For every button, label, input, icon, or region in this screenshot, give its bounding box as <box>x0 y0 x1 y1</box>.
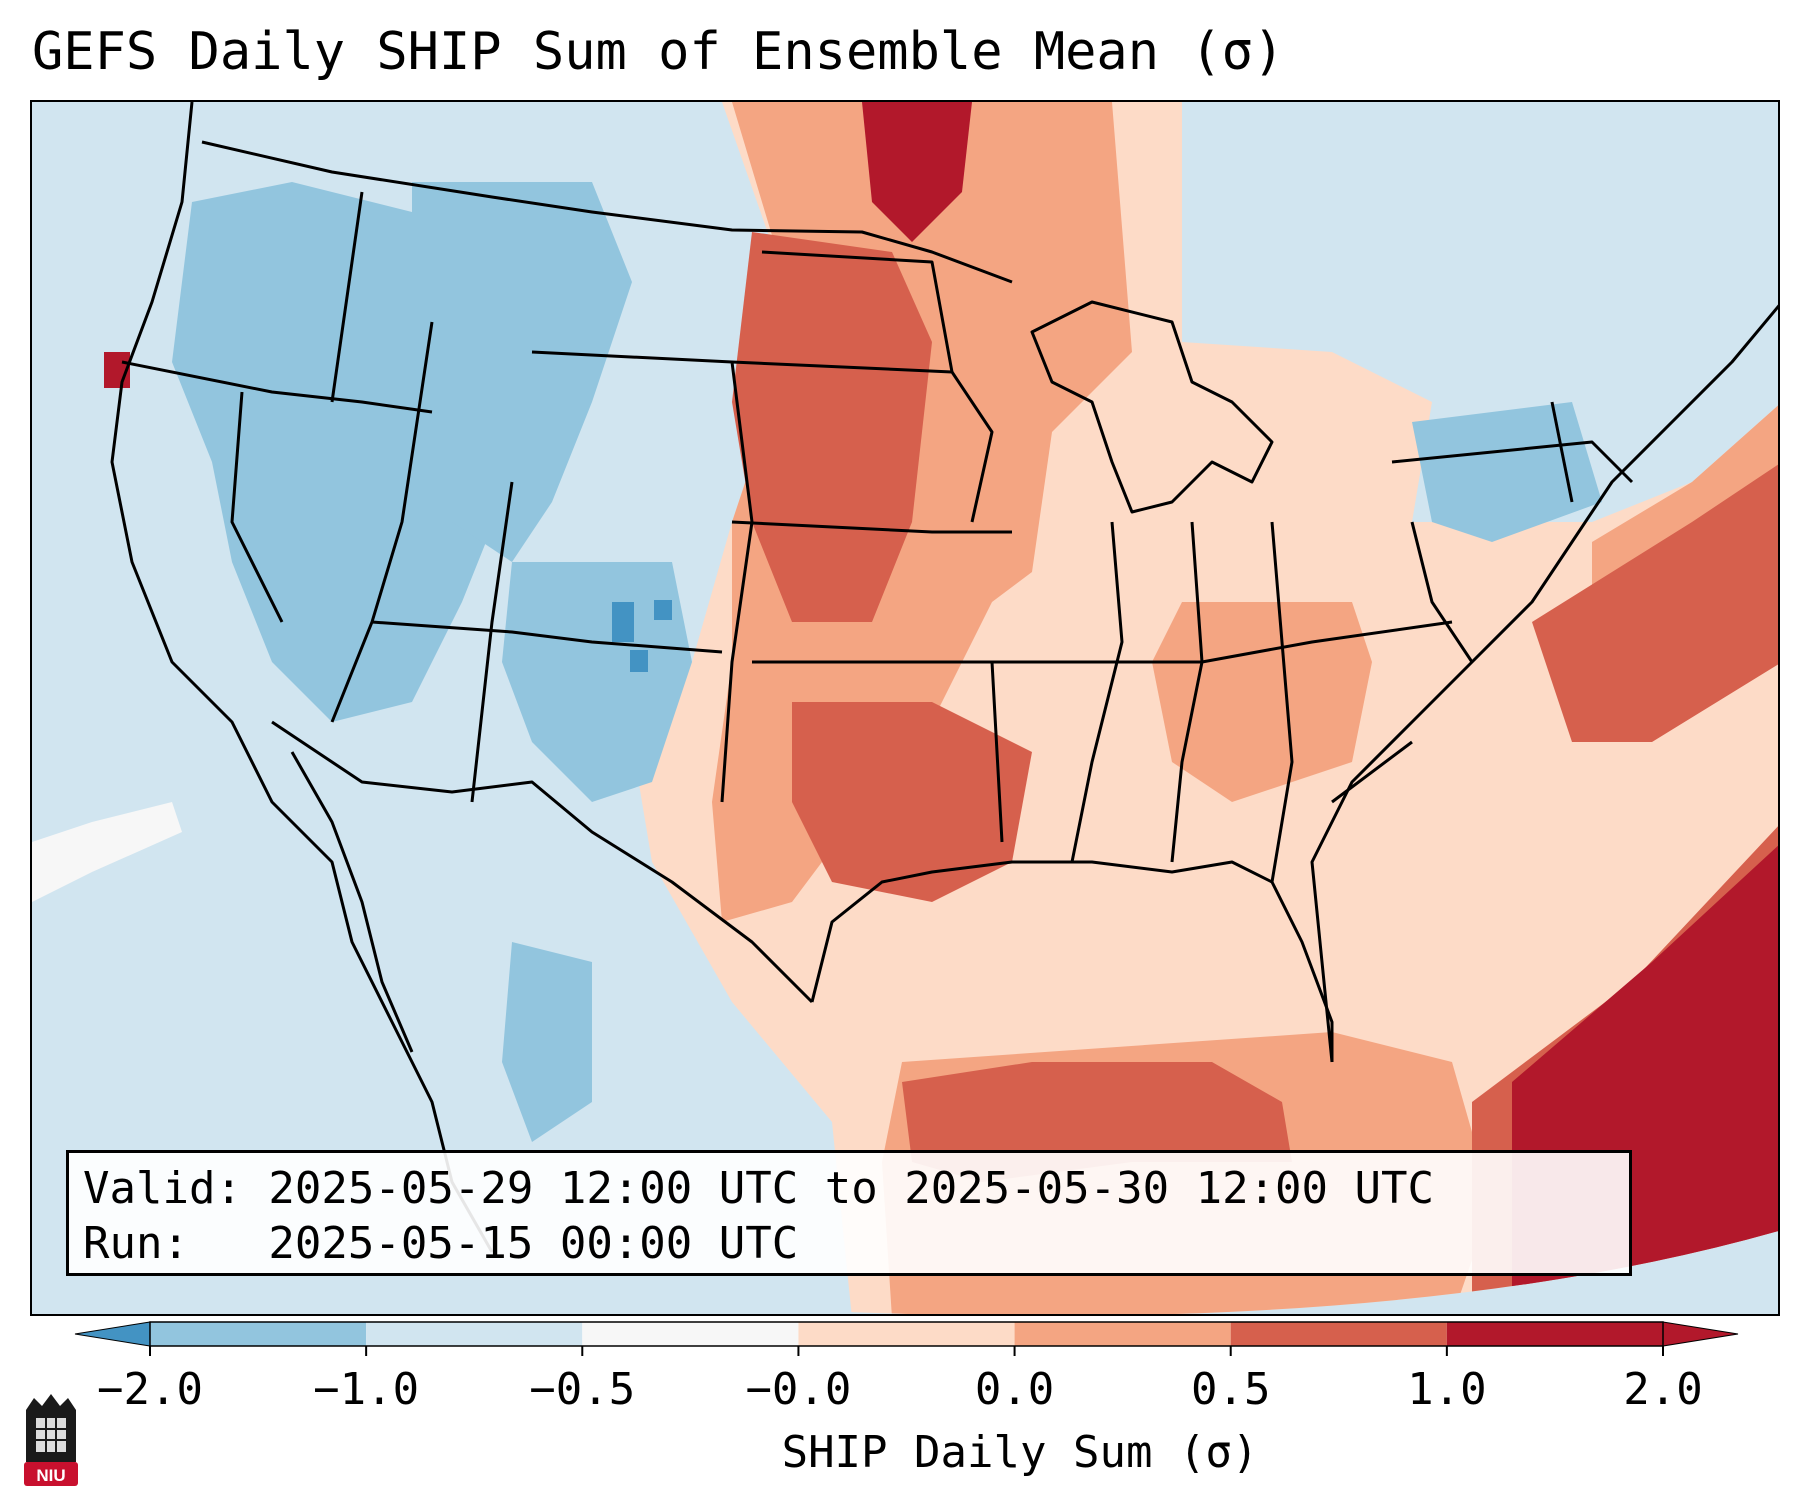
field-zone <box>792 702 1032 902</box>
valid-time-text: Valid: 2025-05-29 12:00 UTC to 2025-05-3… <box>83 1163 1435 1214</box>
colorbar-extend-low <box>74 1321 151 1347</box>
run-info-box: Valid: 2025-05-29 12:00 UTC to 2025-05-3… <box>66 1150 1632 1276</box>
anomaly-field <box>32 102 1778 1314</box>
field-zone <box>1412 402 1602 542</box>
field-zone <box>412 182 632 562</box>
colorbar-tick-label: −0.5 <box>529 1364 635 1415</box>
state-line <box>1550 401 1574 503</box>
colorbar-tick-label: 0.5 <box>1191 1364 1270 1415</box>
niu-logo: NIU <box>24 1394 78 1486</box>
state-line <box>1331 740 1413 804</box>
state-line <box>761 250 954 373</box>
state-line <box>1410 521 1474 663</box>
state-line <box>330 191 364 403</box>
state-line <box>731 360 994 523</box>
state-line <box>731 520 1012 534</box>
state-line <box>470 481 514 803</box>
field-zone <box>502 942 592 1142</box>
state-line <box>1270 521 1294 883</box>
baja-coast <box>290 751 414 1053</box>
colorbar-segments <box>74 1321 1739 1347</box>
logo-window-lines <box>36 1418 66 1452</box>
state-line <box>121 360 433 414</box>
state-line <box>230 391 284 623</box>
field-zone <box>654 600 672 620</box>
field-zone <box>862 102 972 242</box>
colorbar-segment <box>150 1322 367 1346</box>
east-coast <box>1310 304 1778 1063</box>
colorbar-segment <box>1230 1322 1447 1346</box>
colorbar-tick-label: 0.0 <box>975 1364 1054 1415</box>
colorbar-label: SHIP Daily Sum (σ) <box>781 1427 1259 1478</box>
colorbar-tick-label: −0.0 <box>745 1364 851 1415</box>
colorbar-tick-label: 1.0 <box>1407 1364 1486 1415</box>
great-lakes <box>1030 300 1274 514</box>
state-line <box>992 620 1453 664</box>
colorbar-tick-label: −2.0 <box>97 1364 203 1415</box>
colorbar-tick-label: −1.0 <box>313 1364 419 1415</box>
colorbar-outline <box>149 1321 1664 1347</box>
field-zone <box>1152 602 1372 802</box>
state-line <box>371 620 723 654</box>
coastline-west <box>110 102 494 1253</box>
state-line <box>1391 440 1634 484</box>
map-canvas <box>32 102 1778 1314</box>
colorbar: −2.0 −1.0 −0.5 −0.0 0.0 0.5 1.0 2.0 <box>74 1321 1739 1415</box>
colorbar-segment <box>1014 1322 1231 1346</box>
field-zone <box>1532 462 1778 742</box>
colorbar-tick-label: 2.0 <box>1623 1364 1702 1415</box>
colorbar-segment <box>582 1322 799 1346</box>
colorbar-segment <box>366 1322 583 1346</box>
state-line <box>1170 521 1204 863</box>
state-line <box>1070 521 1124 863</box>
colorbar-segment <box>798 1322 1015 1346</box>
field-zone <box>32 802 182 902</box>
field-zone <box>612 602 634 642</box>
logo-text: NIU <box>36 1466 65 1485</box>
colorbar-segment <box>1446 1322 1663 1346</box>
logo-window-grid <box>36 1418 66 1452</box>
chart-title: GEFS Daily SHIP Sum of Ensemble Mean (σ) <box>32 22 1285 82</box>
field-zone <box>502 562 692 802</box>
border-mexico-us <box>271 720 814 1004</box>
logo-banner <box>24 1462 78 1486</box>
run-time-text: Run: 2025-05-15 00:00 UTC <box>83 1218 799 1269</box>
colorbar-extend-high <box>1662 1321 1739 1347</box>
map-boundaries <box>110 102 1778 1253</box>
gulf-coast <box>810 860 1334 1062</box>
colorbar-ticks: −2.0 −1.0 −0.5 −0.0 0.0 0.5 1.0 2.0 <box>97 1346 1703 1415</box>
state-line <box>330 321 434 723</box>
field-zone <box>630 650 648 672</box>
border-canada-us <box>201 140 1013 284</box>
map-panel <box>30 100 1780 1316</box>
